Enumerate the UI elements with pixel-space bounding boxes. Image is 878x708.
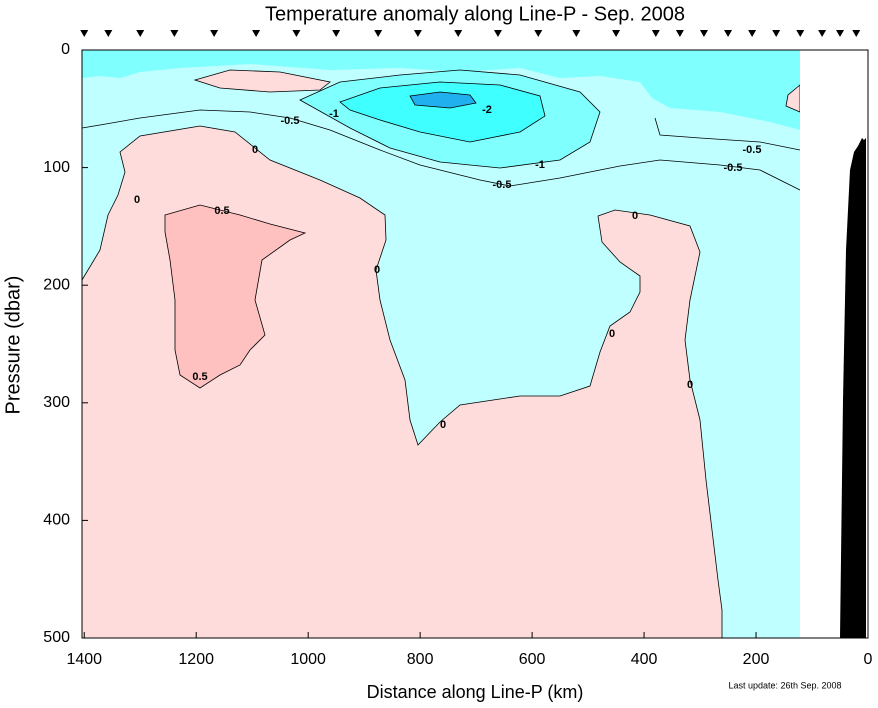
region-pos-top [193,69,331,93]
contour-label: 0 [252,144,258,156]
region-pos-half [164,204,307,389]
y-tick-label: 200 [43,276,70,293]
station-marker [852,30,861,37]
contour-labels: -0.5 -1 -2 -1 -0.5 -0.5 -0.5 0 0 0.5 0.5… [134,104,762,431]
station-marker [104,30,113,37]
contour-label: 0.5 [214,205,229,217]
station-marker [699,30,708,37]
region-neg-onehalf [339,81,546,143]
station-marker [80,30,89,37]
x-tick-label: 0 [864,651,873,668]
station-marker [796,30,805,37]
y-tick-label: 300 [43,394,70,411]
contour-label: 0 [687,379,693,391]
station-marker [748,30,757,37]
station-marker [170,30,179,37]
contour-line [654,117,801,151]
station-marker [374,30,383,37]
contour-line [81,109,801,191]
contour-label: 0 [632,210,638,222]
station-marker [534,30,543,37]
station-marker [651,30,660,37]
contour-label: -0.5 [493,179,512,191]
y-axis-label: Pressure (dbar) [2,276,24,415]
x-tick-label: 1000 [290,651,326,668]
station-marker [210,30,219,37]
y-tick-label: 100 [43,159,70,176]
station-marker [818,30,827,37]
station-marker [252,30,261,37]
station-marker [413,30,422,37]
y-tick-label: 0 [61,41,70,58]
y-tick-label: 400 [43,512,70,529]
contour-fills [81,50,868,639]
x-tick-label: 1200 [178,651,214,668]
station-marker [724,30,733,37]
station-marker [675,30,684,37]
x-tick-label: 1400 [66,651,102,668]
bathymetry [840,138,866,638]
station-marker [836,30,845,37]
contour-label: 0.5 [192,371,207,383]
region-neg-half [82,50,800,130]
station-marker [454,30,463,37]
contour-label: 0 [374,264,380,276]
station-marker [572,30,581,37]
contour-label: 0 [440,419,446,431]
contour-label: -1 [535,159,545,171]
x-axis-label: Distance along Line-P (km) [367,682,584,702]
y-tick-label: 500 [43,629,70,646]
station-marker [612,30,621,37]
station-marker [332,30,341,37]
station-marker [493,30,502,37]
station-marker [772,30,781,37]
contour-label: -0.5 [724,162,743,174]
contour-label: -0.5 [281,115,300,127]
station-marker [292,30,301,37]
x-tick-label: 400 [631,651,658,668]
chart-title: Temperature anomaly along Line-P - Sep. … [265,3,685,25]
region-neg-two [409,91,477,109]
contour-label: 0 [609,328,615,340]
x-tick-label: 800 [407,651,434,668]
station-marker [136,30,145,37]
contour-label: -2 [482,104,492,116]
contour-label: 0 [134,194,140,206]
plot-frame [81,49,869,639]
x-tick-label: 600 [519,651,546,668]
x-tick-label: 200 [743,651,770,668]
contour-label: -1 [329,108,339,120]
update-note: Last update: 26th Sep. 2008 [728,680,841,690]
contour-label: -0.5 [743,144,762,156]
